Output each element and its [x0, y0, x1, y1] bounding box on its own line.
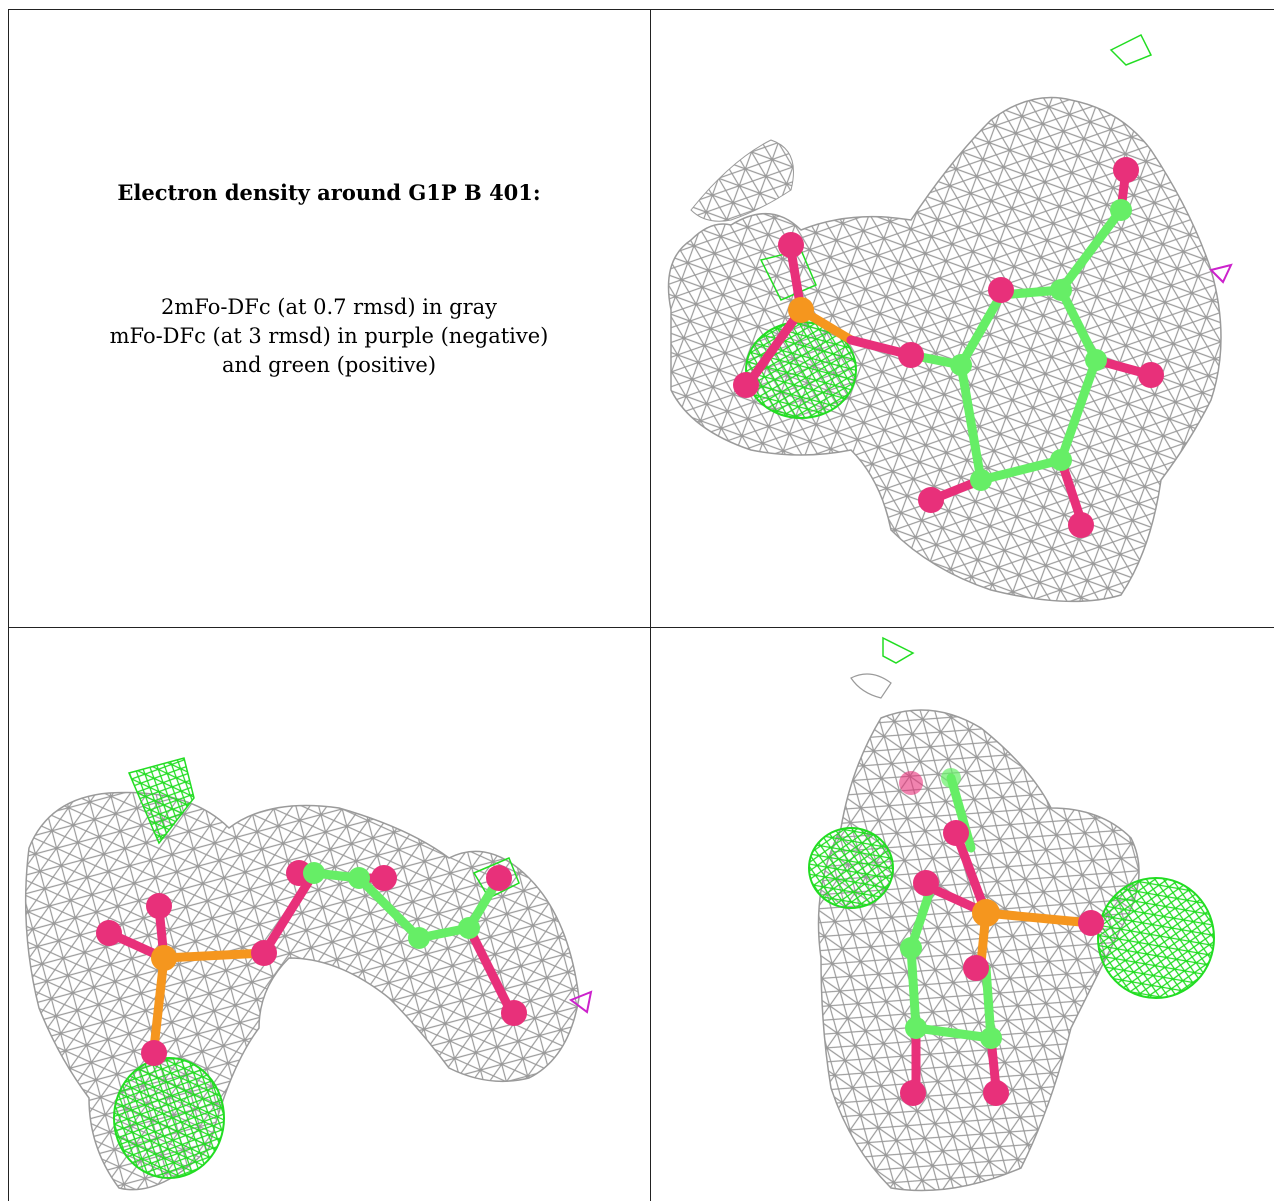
caption-lines: 2mFo-DFc (at 0.7 rmsd) in gray mFo-DFc (…: [9, 293, 649, 380]
positive-density-blob-right: [1097, 877, 1215, 999]
caption-line-3: and green (positive): [221, 353, 437, 377]
positive-density-small: [127, 757, 195, 845]
density-mesh-top: [850, 673, 892, 699]
positive-density-blob: [113, 1057, 225, 1179]
density-mesh-2fofc: [667, 96, 1222, 603]
caption-cell: Electron density around G1P B 401: 2mFo-…: [9, 10, 649, 626]
grid-left-border: [8, 9, 9, 1201]
positive-density-blob-left: [808, 827, 894, 909]
panel-bottom-right: [651, 628, 1271, 1200]
density-view-bottom-left: [24, 757, 593, 1191]
ligand-atoms: [733, 157, 1164, 538]
positive-density-top: [1109, 33, 1153, 66]
grid-vertical-divider: [650, 9, 651, 1201]
panel-top-right: [651, 10, 1271, 626]
density-view-top-right: [667, 33, 1233, 603]
caption-line-1: 2mFo-DFc (at 0.7 rmsd) in gray: [161, 295, 497, 319]
caption-title: Electron density around G1P B 401:: [117, 180, 541, 205]
ligand-atoms: [96, 860, 527, 1066]
panel-bottom-left: [9, 628, 649, 1200]
positive-density-top: [882, 636, 915, 664]
density-view-bottom-right: [808, 636, 1215, 1192]
ligand-atoms: [899, 768, 1104, 1106]
negative-density-triangle: [568, 990, 593, 1014]
positive-density-right: [472, 857, 520, 899]
grid-horizontal-divider: [8, 627, 1274, 628]
negative-density-triangle: [1209, 263, 1233, 284]
grid-top-border: [8, 9, 1274, 10]
density-mesh-extra: [690, 139, 794, 222]
caption-line-2: mFo-DFc (at 3 rmsd) in purple (negative): [109, 324, 549, 348]
